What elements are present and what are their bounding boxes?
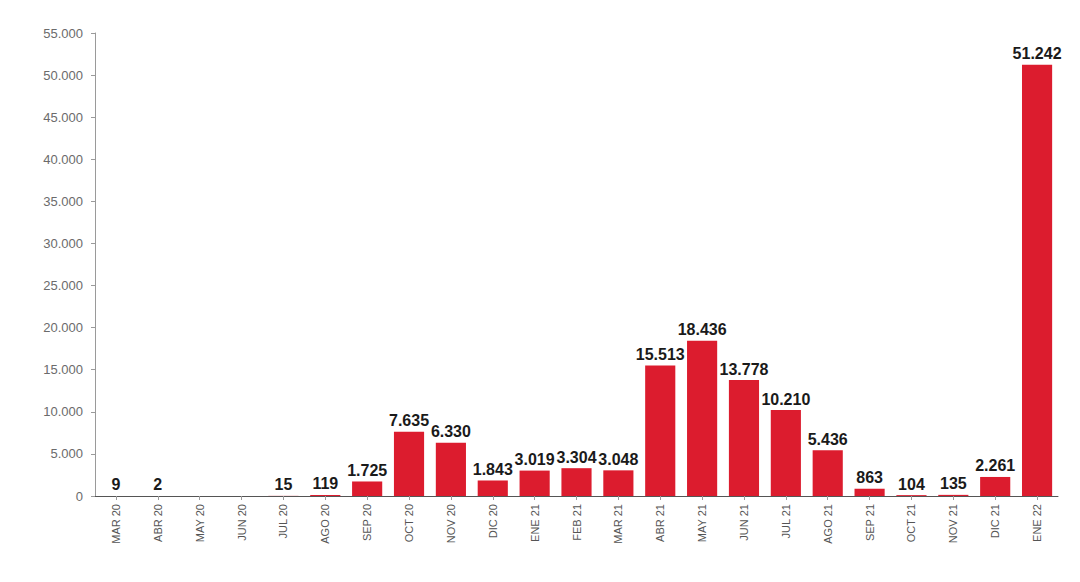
svg-text:135: 135 — [940, 475, 967, 492]
svg-text:15.000: 15.000 — [43, 362, 83, 377]
svg-text:15: 15 — [275, 476, 293, 493]
svg-text:9: 9 — [111, 476, 120, 493]
svg-text:SEP 21: SEP 21 — [864, 504, 876, 541]
svg-text:2: 2 — [153, 476, 162, 493]
svg-text:ABR 20: ABR 20 — [152, 504, 164, 542]
svg-text:JUN 20: JUN 20 — [236, 504, 248, 541]
svg-text:SEP 20: SEP 20 — [361, 504, 373, 541]
svg-text:3.019: 3.019 — [515, 451, 555, 468]
svg-text:DIC 21: DIC 21 — [989, 504, 1001, 538]
svg-text:15.513: 15.513 — [636, 346, 685, 363]
svg-text:6.330: 6.330 — [431, 423, 471, 440]
svg-text:ENE 21: ENE 21 — [529, 504, 541, 542]
svg-text:1.843: 1.843 — [473, 461, 513, 478]
svg-text:MAR 20: MAR 20 — [110, 504, 122, 544]
svg-text:0: 0 — [76, 489, 83, 504]
svg-text:40.000: 40.000 — [43, 152, 83, 167]
svg-text:5.436: 5.436 — [808, 431, 848, 448]
svg-text:10.210: 10.210 — [761, 391, 810, 408]
svg-text:18.436: 18.436 — [678, 321, 727, 338]
svg-text:13.778: 13.778 — [720, 361, 769, 378]
svg-text:45.000: 45.000 — [43, 110, 83, 125]
svg-text:7.635: 7.635 — [389, 412, 429, 429]
svg-text:MAR 21: MAR 21 — [612, 504, 624, 544]
svg-text:NOV 21: NOV 21 — [947, 504, 959, 543]
svg-text:51.242: 51.242 — [1013, 45, 1062, 62]
svg-text:3.048: 3.048 — [598, 451, 638, 468]
svg-text:119: 119 — [312, 475, 338, 492]
svg-text:OCT 21: OCT 21 — [905, 504, 917, 542]
svg-text:ENE 22: ENE 22 — [1031, 504, 1043, 542]
svg-text:10.000: 10.000 — [43, 404, 83, 419]
svg-text:FEB 21: FEB 21 — [571, 504, 583, 541]
svg-text:25.000: 25.000 — [43, 278, 83, 293]
svg-text:DIC 20: DIC 20 — [487, 504, 499, 538]
svg-text:AGO 21: AGO 21 — [822, 504, 834, 544]
svg-text:ABR 21: ABR 21 — [654, 504, 666, 542]
svg-text:50.000: 50.000 — [43, 68, 83, 83]
svg-text:MAY 21: MAY 21 — [696, 504, 708, 542]
svg-text:104: 104 — [898, 476, 925, 493]
svg-text:AGO 20: AGO 20 — [319, 504, 331, 544]
svg-text:1.725: 1.725 — [347, 462, 387, 479]
svg-text:JUN 21: JUN 21 — [738, 504, 750, 541]
svg-text:JUL 21: JUL 21 — [780, 504, 792, 538]
svg-text:55.000: 55.000 — [43, 26, 83, 41]
svg-text:NOV 20: NOV 20 — [445, 504, 457, 543]
svg-text:35.000: 35.000 — [43, 194, 83, 209]
svg-text:OCT 20: OCT 20 — [403, 504, 415, 542]
svg-text:2.261: 2.261 — [975, 457, 1015, 474]
svg-text:863: 863 — [856, 469, 883, 486]
svg-text:20.000: 20.000 — [43, 320, 83, 335]
svg-text:MAY 20: MAY 20 — [194, 504, 206, 542]
svg-text:3.304: 3.304 — [556, 449, 596, 466]
svg-text:JUL 20: JUL 20 — [277, 504, 289, 538]
svg-text:30.000: 30.000 — [43, 236, 83, 251]
svg-text:5.000: 5.000 — [50, 446, 83, 461]
